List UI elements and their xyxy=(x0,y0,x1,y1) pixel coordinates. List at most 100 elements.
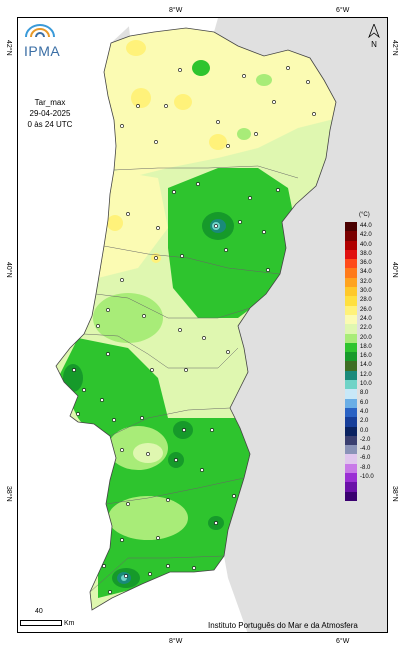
legend-label: 40.0 xyxy=(360,241,372,248)
logo-arc-icon xyxy=(25,24,55,38)
field-hot-7 xyxy=(237,128,251,140)
legend-label: 44.0 xyxy=(360,223,372,229)
legend-swatch xyxy=(345,361,357,371)
legend-label: -4.0 xyxy=(360,446,371,453)
legend-swatch xyxy=(345,259,357,269)
logo-text: IPMA xyxy=(24,43,61,59)
field-center-green xyxy=(168,168,298,318)
field-alentejo-light xyxy=(108,496,188,540)
legend-swatch xyxy=(345,342,357,353)
legend-label: 32.0 xyxy=(360,278,372,285)
legend-row: 44.0 xyxy=(345,222,385,232)
legend-swatch xyxy=(345,398,357,408)
scale-value: 40 xyxy=(35,608,43,615)
legend-swatch xyxy=(345,268,357,278)
legend-label: 8.0 xyxy=(360,390,369,397)
legend-swatch xyxy=(345,380,357,390)
scale-bar xyxy=(20,620,62,626)
legend-label: 12.0 xyxy=(360,371,372,378)
field-hot-5 xyxy=(107,215,123,231)
legend-swatch xyxy=(345,389,357,399)
legend-label: 26.0 xyxy=(360,306,372,313)
legend-row: 4.0 xyxy=(345,407,385,418)
atlantic-ocean xyxy=(18,18,248,632)
legend-label: 30.0 xyxy=(360,288,372,295)
field-west-light xyxy=(93,293,163,343)
period-label: 0 às 24 UTC xyxy=(27,120,73,129)
north-label: N xyxy=(371,40,377,49)
coord-top-8w: 8°W xyxy=(169,7,183,14)
temperature-map xyxy=(18,18,387,632)
legend-label: -6.0 xyxy=(360,455,371,462)
legend-row: 38.0 xyxy=(345,249,385,260)
legend-swatch xyxy=(345,333,357,343)
field-west-warm xyxy=(98,168,168,278)
legend-label: 14.0 xyxy=(360,362,372,369)
legend-swatch xyxy=(345,482,357,492)
legend-label: 38.0 xyxy=(360,250,372,257)
legend-row: -10.0 xyxy=(345,473,385,483)
legend-swatch xyxy=(345,463,357,474)
legend-row: 12.0 xyxy=(345,370,385,381)
coord-left-40n: 40°N xyxy=(5,262,12,278)
coord-bottom-8w: 8°W xyxy=(169,638,183,645)
legend-swatch xyxy=(345,370,357,381)
legend-swatch xyxy=(345,314,357,325)
legend: 44.0 42.0 40.0 38.0 36.0 34.0 32.0 30.0 28.0 26.0… xyxy=(345,222,385,501)
legend-swatch xyxy=(345,324,357,334)
coord-right-40n: 40°N xyxy=(391,262,398,278)
field-west-coast-dark xyxy=(63,364,83,392)
legend-row: 42.0 xyxy=(345,231,385,241)
scale-unit: Km xyxy=(64,620,75,627)
legend-swatch xyxy=(345,240,357,250)
legend-row: 8.0 xyxy=(345,389,385,399)
legend-row: 34.0 xyxy=(345,268,385,278)
coord-right-42n: 42°N xyxy=(391,40,398,56)
legend-row: 40.0 xyxy=(345,240,385,250)
date-label: 29-04-2025 xyxy=(29,109,71,118)
district-boundaries xyxy=(83,165,299,593)
legend-row: 0.0 xyxy=(345,426,385,436)
north-arrow: N xyxy=(366,22,382,49)
legend-label: -8.0 xyxy=(360,464,371,471)
legend-row: 26.0 xyxy=(345,305,385,315)
field-hot-2 xyxy=(174,94,192,110)
legend-row: 22.0 xyxy=(345,324,385,334)
coord-left-38n: 38°N xyxy=(5,486,12,502)
legend-swatch xyxy=(345,473,357,483)
coord-bottom-6w: 6°W xyxy=(336,638,350,645)
legend-label: 36.0 xyxy=(360,260,372,267)
legend-row: -8.0 xyxy=(345,463,385,474)
ipma-logo: IPMA xyxy=(24,24,60,59)
north-ocean xyxy=(128,18,218,36)
legend-label: 0.0 xyxy=(360,427,369,434)
legend-row: 32.0 xyxy=(345,277,385,288)
legend-swatch xyxy=(345,287,357,297)
legend-swatch xyxy=(345,305,357,315)
legend-row xyxy=(345,491,385,501)
legend-swatch xyxy=(345,407,357,418)
legend-label: 16.0 xyxy=(360,353,372,360)
legend-row: 16.0 xyxy=(345,352,385,362)
field-hot-1 xyxy=(131,88,151,108)
legend-row: 20.0 xyxy=(345,333,385,343)
legend-label: 24.0 xyxy=(360,315,372,322)
legend-swatch xyxy=(345,296,357,306)
legend-swatch xyxy=(345,435,357,446)
legend-label: -2.0 xyxy=(360,436,371,443)
legend-label: 2.0 xyxy=(360,418,369,425)
legend-swatch xyxy=(345,491,357,501)
coord-top-6w: 6°W xyxy=(336,7,350,14)
legend-label: 6.0 xyxy=(360,399,369,406)
coord-right-38n: 38°N xyxy=(391,486,398,502)
legend-row: 18.0 xyxy=(345,342,385,353)
legend-swatch xyxy=(345,249,357,260)
legend-label: 18.0 xyxy=(360,343,372,350)
legend-swatch xyxy=(345,454,357,464)
legend-label: 4.0 xyxy=(360,408,369,415)
legend-row: 36.0 xyxy=(345,259,385,269)
field-north-spot xyxy=(192,60,210,76)
legend-row: 28.0 xyxy=(345,296,385,306)
legend-row: 24.0 xyxy=(345,314,385,325)
coord-left-42n: 42°N xyxy=(5,40,12,56)
